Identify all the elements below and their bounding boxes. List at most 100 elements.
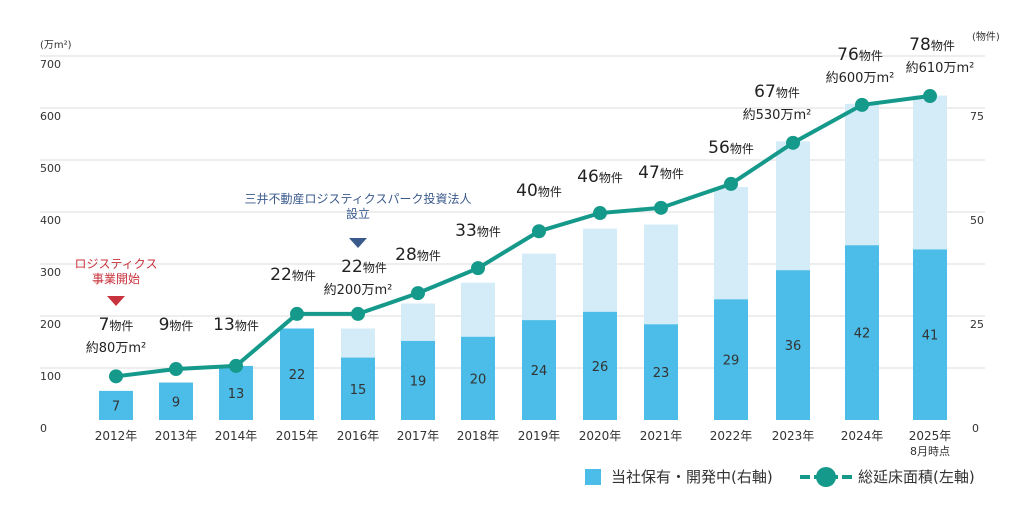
area-point (229, 358, 243, 373)
area-point (724, 176, 738, 191)
bar-value-label: 19 (410, 374, 427, 389)
bar-value-label: 9 (172, 395, 180, 410)
right-tick-label: 50 (970, 214, 984, 227)
x-tick-label: 2014年 (215, 429, 258, 443)
area-label: 約610万m² (906, 61, 975, 76)
bar-own (714, 299, 748, 420)
annotation-text: 設立 (346, 206, 370, 221)
area-label: 約200万m² (324, 283, 393, 298)
bar-own (99, 390, 133, 420)
area-point (471, 261, 485, 276)
bar-own (845, 245, 879, 420)
count-label: 56物件 (708, 138, 754, 158)
x-tick-label: 2022年 (710, 429, 753, 443)
left-tick-label: 500 (40, 162, 61, 175)
x-tick-label: 2012年 (95, 429, 138, 443)
bar-value-label: 26 (592, 360, 609, 375)
bar-own (341, 357, 375, 420)
area-point (532, 224, 546, 239)
bar-value-label: 15 (350, 383, 367, 398)
area-point (411, 286, 425, 301)
legend-bar-swatch (585, 468, 601, 485)
annotation-arrow-icon (349, 238, 367, 248)
bar-own (461, 336, 495, 420)
count-label: 46物件 (577, 167, 623, 187)
area-point (593, 206, 607, 221)
bar-value-label: 36 (785, 339, 802, 354)
x-tick-label: 2018年 (457, 429, 500, 443)
area-point (351, 306, 365, 321)
x-tick-label: 2024年 (841, 429, 884, 443)
area-point (923, 89, 937, 104)
area-point (654, 200, 668, 215)
bar-value-label: 13 (228, 387, 245, 402)
area-point (290, 306, 304, 321)
bar-value-label: 20 (470, 372, 487, 387)
count-label: 7物件 (99, 315, 134, 335)
bar-value-label: 23 (653, 366, 670, 381)
legend-line: 総延床面積(左軸) (800, 466, 975, 487)
x-tick-label: 2019年 (518, 429, 561, 443)
bar-value-label: 41 (922, 329, 939, 344)
bar-own (583, 311, 617, 420)
right-tick-label: 75 (970, 110, 984, 123)
bar-own (219, 365, 253, 420)
x-tick-label: 2013年 (155, 429, 198, 443)
legend-line-label: 総延床面積(左軸) (858, 468, 975, 486)
count-label: 13物件 (213, 315, 259, 335)
area-label: 約80万m² (86, 341, 146, 356)
right-axis-unit: (物件) (972, 30, 1000, 43)
bar-own (522, 320, 556, 420)
left-tick-label: 0 (40, 422, 47, 435)
legend-line-swatch (800, 466, 852, 487)
x-tick-label: 2025年 (909, 429, 952, 443)
x-tick-label: 2017年 (397, 429, 440, 443)
bar-own (913, 249, 947, 420)
bar-own (644, 324, 678, 420)
bar-own (776, 270, 810, 420)
x-tick-label: 2021年 (640, 429, 683, 443)
area-point (109, 369, 123, 384)
right-tick-label: 25 (970, 318, 984, 331)
left-axis-unit: (万m²) (40, 40, 72, 51)
legend-bar: 当社保有・開発中(右軸) (585, 466, 773, 487)
bar-value-label: 24 (531, 364, 548, 379)
count-label: 47物件 (638, 163, 684, 183)
x-tick-label: 2020年 (579, 429, 622, 443)
bar-own (159, 382, 193, 420)
bar-value-label: 7 (112, 399, 120, 414)
count-label: 76物件 (837, 45, 883, 65)
area-label: 約530万m² (743, 108, 812, 123)
count-label: 78物件 (909, 35, 955, 55)
annotation-text: 三井不動産ロジスティクスパーク投資法人 (245, 191, 472, 206)
x-tick-label: 2016年 (337, 429, 380, 443)
left-tick-label: 100 (40, 370, 61, 383)
count-label: 40物件 (516, 181, 562, 201)
left-tick-label: 600 (40, 110, 61, 123)
area-point (169, 362, 183, 377)
count-label: 33物件 (455, 221, 501, 241)
x-tick-label: 2015年 (276, 429, 319, 443)
legend-bar-label: 当社保有・開発中(右軸) (611, 468, 773, 486)
annotation-text: ロジスティクス (75, 257, 158, 271)
left-tick-label: 400 (40, 214, 61, 227)
bar-own (280, 328, 314, 420)
bar-value-label: 22 (289, 368, 306, 383)
annotation-arrow-icon (107, 296, 125, 306)
bar-own (401, 340, 435, 420)
area-point (786, 135, 800, 150)
count-label: 28物件 (395, 245, 441, 265)
x-tick-sublabel: 8月時点 (910, 445, 950, 458)
right-tick-label: 0 (972, 422, 979, 435)
count-label: 9物件 (159, 315, 194, 335)
x-tick-label: 2023年 (772, 429, 815, 443)
annotation-text: 事業開始 (92, 272, 140, 286)
bar-value-label: 29 (723, 354, 740, 369)
count-label: 22物件 (341, 257, 387, 277)
count-label: 22物件 (270, 265, 316, 285)
bar-value-label: 42 (854, 327, 871, 342)
area-label: 約600万m² (826, 71, 895, 86)
left-tick-label: 300 (40, 266, 61, 279)
left-tick-label: 700 (40, 58, 61, 71)
